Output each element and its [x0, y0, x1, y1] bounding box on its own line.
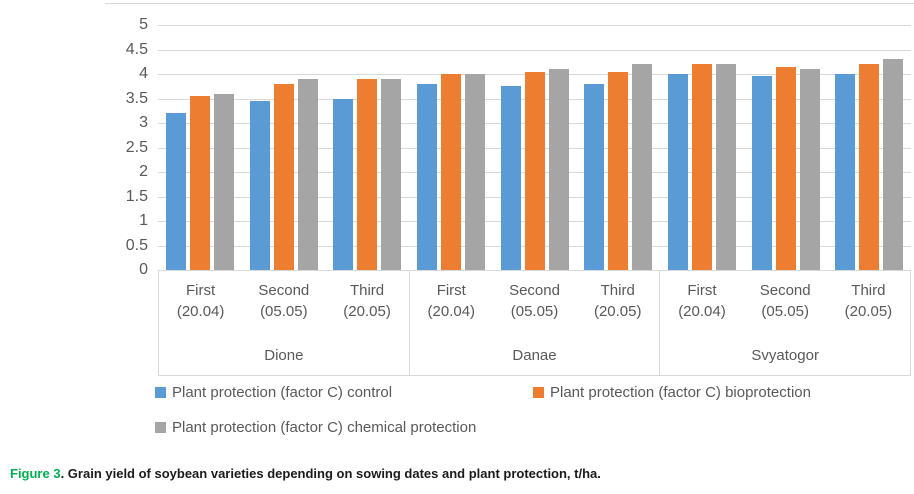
legend-swatch-icon: [155, 386, 166, 398]
gridline: [158, 49, 911, 51]
axis-group: First (20.04) Second (05.05) Third (20.05): [659, 271, 910, 335]
bar: [249, 100, 270, 270]
figure-caption-label: Figure 3: [10, 466, 61, 481]
category-tick-label: First (20.04): [678, 282, 726, 320]
bar: [667, 74, 688, 270]
category-slot: [409, 25, 493, 270]
legend-label: Plant protection (factor C) chemical pro…: [172, 418, 477, 436]
legend-item: Plant protection (factor C) bioprotectio…: [533, 382, 895, 402]
gridline: [158, 25, 911, 26]
bar-series-container: [158, 25, 911, 270]
bar: [608, 71, 629, 270]
y-axis-tick-label: 1.5: [125, 187, 148, 205]
bar: [835, 74, 856, 270]
category-tick-label: First (20.04): [176, 282, 225, 320]
category-tick-label: Second (05.05): [759, 282, 811, 320]
legend-swatch-icon: [155, 421, 166, 433]
category-slot: [744, 25, 828, 270]
category-slot: [325, 25, 409, 270]
bar: [775, 66, 796, 270]
bar: [548, 69, 569, 270]
bar: [189, 96, 210, 270]
bar: [297, 78, 318, 270]
category-tick-label: Third (20.05): [343, 282, 391, 320]
variety-group-label: Dione: [264, 346, 304, 364]
y-axis-tick-label: 2: [139, 163, 148, 180]
variety-group-label: Danae: [512, 346, 557, 364]
plot-area: [158, 25, 911, 270]
y-axis-tick-label: 5: [139, 16, 148, 33]
y-axis-tick-label: 3: [139, 114, 148, 131]
legend: Plant protection (factor C) control Plant…: [155, 382, 895, 437]
category-slot: [493, 25, 577, 270]
bar: [883, 59, 904, 270]
legend-item: Plant protection (factor C) control: [155, 382, 533, 402]
bar: [691, 64, 712, 270]
bar: [632, 64, 653, 270]
category-slot: [660, 25, 744, 270]
category-tick-label: Third (20.05): [844, 282, 893, 320]
axis-group: First (20.04) Second (05.05) Third (20.05): [408, 271, 660, 335]
bar: [381, 78, 402, 270]
bar: [799, 69, 820, 270]
category-slot: [576, 25, 660, 270]
bar: [524, 71, 545, 270]
legend-label: Plant protection (factor C) bioprotectio…: [550, 383, 811, 401]
y-axis-tick-label: 2.5: [125, 138, 148, 156]
bar: [333, 98, 354, 270]
y-axis-tick-label: 1: [139, 212, 148, 229]
y-axis-tick-label: 0: [139, 261, 148, 278]
axis-group: First (20.04) Second (05.05) Third (20.05): [159, 271, 409, 335]
category-tick-label: Second (05.05): [509, 282, 560, 320]
category-tick-label: First (20.04): [427, 282, 476, 320]
legend-swatch-icon: [533, 386, 544, 398]
bar: [213, 93, 234, 270]
bar: [273, 83, 294, 270]
y-axis-tick-label: 0.5: [125, 236, 148, 254]
y-axis-tick-label: 4: [139, 65, 148, 82]
bar: [464, 74, 485, 270]
figure-caption: Figure 3. Grain yield of soybean varieti…: [10, 464, 900, 483]
bar: [440, 74, 461, 270]
category-tick-label: Third (20.05): [593, 282, 642, 320]
category-slot: [158, 25, 242, 270]
bar: [357, 78, 378, 270]
bar: [584, 83, 605, 270]
bar: [859, 64, 880, 270]
y-axis-tick-label: 4.5: [125, 40, 148, 58]
bar: [165, 113, 186, 270]
bar: [751, 76, 772, 270]
chart-area-top-border: [105, 3, 914, 4]
y-axis-tick-label: 3.5: [125, 89, 148, 107]
category-tick-label: Second (05.05): [258, 282, 310, 320]
bar: [715, 64, 736, 270]
category-axis: First (20.04) Second (05.05) Third (20.05) Fir…: [158, 270, 911, 376]
category-slot: [827, 25, 911, 270]
variety-group-label: Svyatogor: [751, 346, 819, 364]
figure-caption-text: . Grain yield of soybean varieties depen…: [60, 466, 601, 481]
legend-label: Plant protection (factor C) control: [172, 383, 393, 401]
category-slot: [242, 25, 326, 270]
bar: [416, 83, 437, 270]
bar: [500, 86, 521, 270]
legend-item: Plant protection (factor C) chemical pro…: [155, 417, 533, 437]
